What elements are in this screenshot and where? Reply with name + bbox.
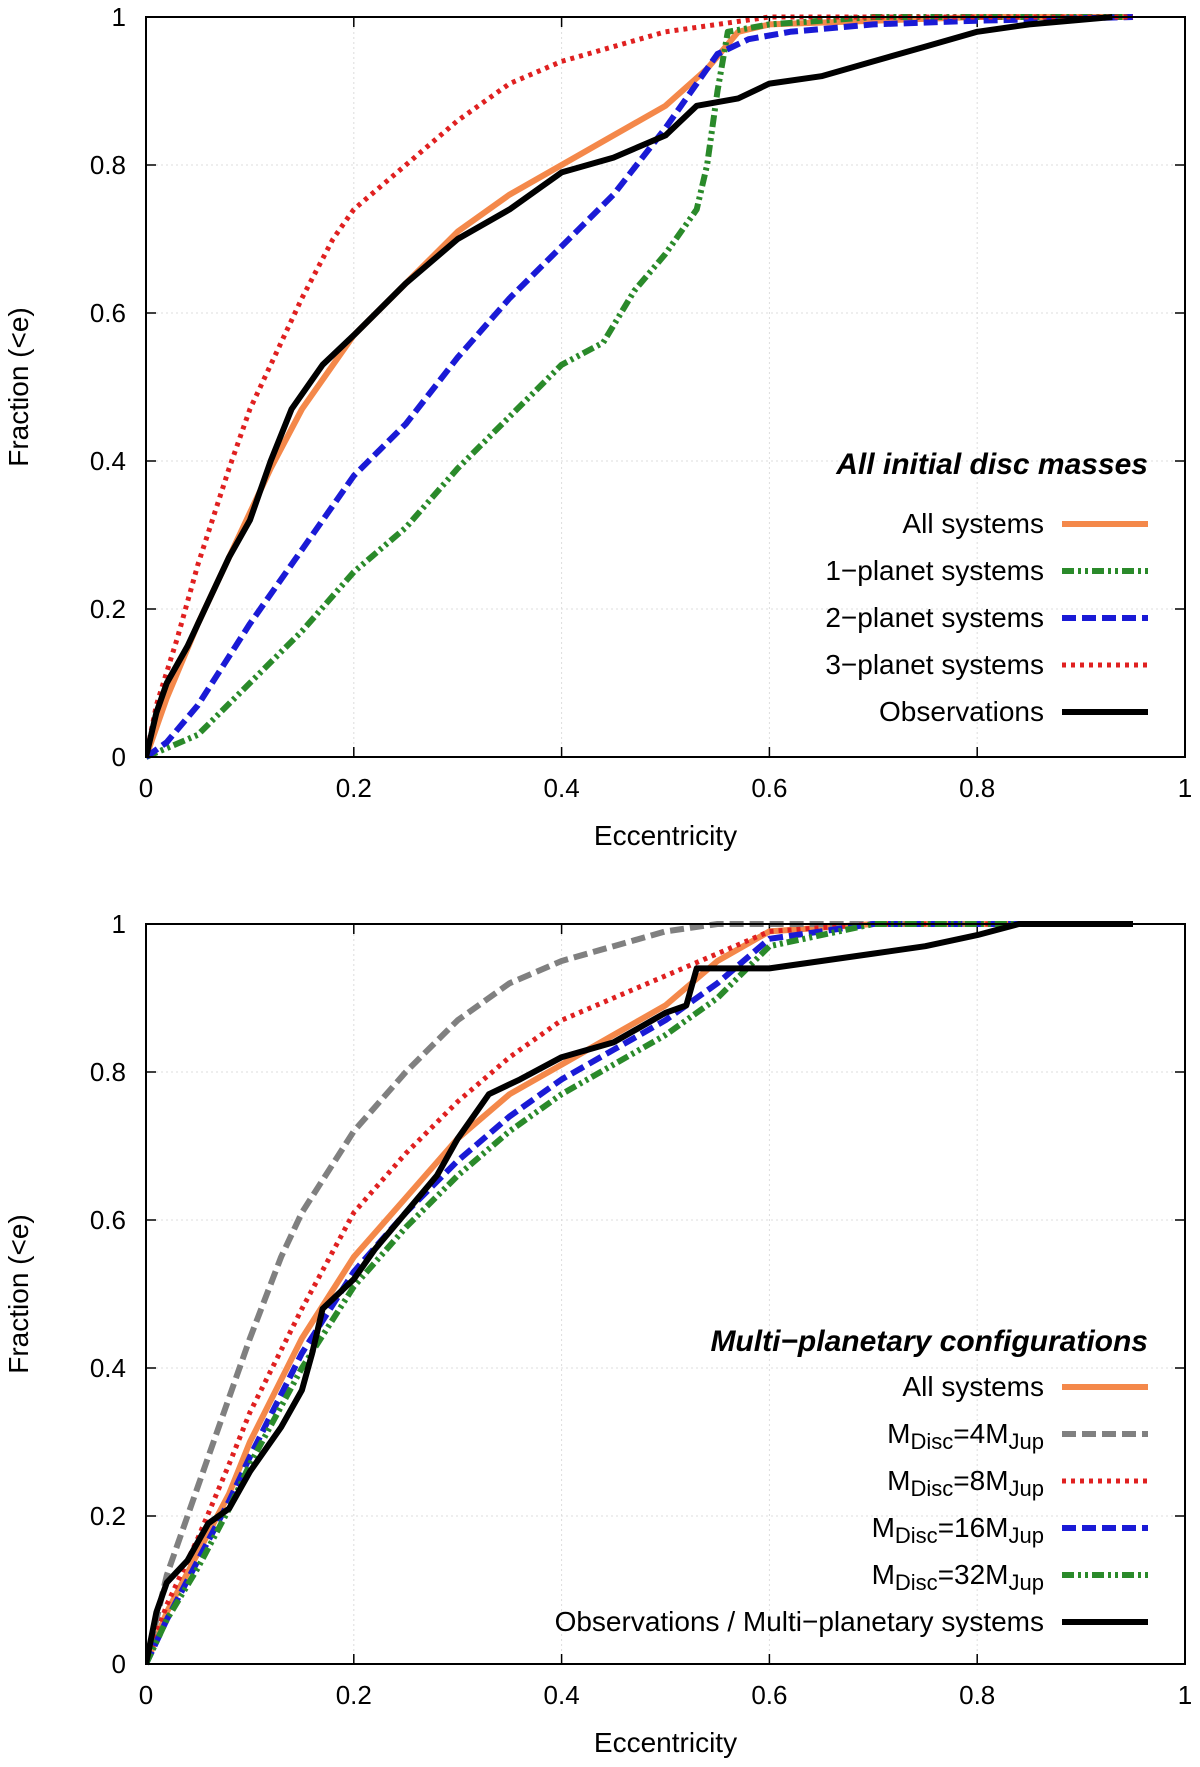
x-tick-label: 0.6: [751, 1680, 787, 1710]
x-tick-label: 0.2: [336, 1680, 372, 1710]
legend-label-4: MDisc=32MJup: [872, 1559, 1044, 1595]
y-tick-label: 0.4: [90, 1353, 126, 1383]
legend-title: All initial disc masses: [835, 448, 1148, 481]
x-tick-label: 0.6: [751, 773, 787, 803]
y-tick-label: 0.2: [90, 1501, 126, 1531]
y-tick-label: 0.4: [90, 446, 126, 476]
series-line-0: [146, 14, 1133, 758]
x-tick-label: 0: [139, 773, 153, 803]
series-line-3: [146, 921, 1133, 1666]
y-axis-title: Fraction (<e): [3, 307, 34, 467]
y-tick-label: 0: [112, 1649, 126, 1679]
x-axis-title: Eccentricity: [594, 820, 737, 851]
series-line-4: [146, 14, 1113, 758]
y-axis-title: Fraction (<e): [3, 1214, 34, 1374]
series-line-1: [146, 921, 1133, 1665]
series-line-1: [146, 14, 1133, 760]
x-tick-label: 0.4: [544, 1680, 580, 1710]
legend-label-5: Observations / Multi−planetary systems: [555, 1606, 1044, 1637]
x-tick-label: 1: [1178, 1680, 1192, 1710]
y-tick-label: 0.6: [90, 1205, 126, 1235]
series-line-4: [146, 921, 1133, 1666]
legend-label-1: MDisc=4MJup: [887, 1418, 1044, 1454]
legend-label-3: MDisc=16MJup: [872, 1512, 1044, 1548]
legend-label-0: All systems: [902, 508, 1044, 539]
bottom-panel-eccentricity-multi-planetary: 00 0.2 0.2 0.4 0.4 0.6 0.6 0.8 0.8 1 1 Eccentricity…: [3, 909, 1192, 1758]
y-tick-label: 1: [112, 2, 126, 32]
series-line-3: [146, 14, 1133, 758]
x-tick-label: 0.8: [959, 1680, 995, 1710]
series-line-2: [146, 921, 1133, 1665]
legend-label-1: 1−planet systems: [825, 555, 1044, 586]
top-panel-eccentricity-all-disc-masses: 00 0.2 0.2 0.4 0.4 0.6 0.6 0.8 0.8 1 1 Eccentricity…: [3, 2, 1192, 851]
y-tick-label: 1: [112, 909, 126, 939]
x-tick-label: 0: [139, 1680, 153, 1710]
legend-label-0: All systems: [902, 1371, 1044, 1402]
y-tick-label: 0.8: [90, 150, 126, 180]
x-tick-label: 0.2: [336, 773, 372, 803]
y-tick-label: 0: [112, 742, 126, 772]
legend-label-2: 2−planet systems: [825, 602, 1044, 633]
series-line-0: [146, 921, 1133, 1666]
legend-label-4: Observations: [879, 696, 1044, 727]
y-tick-label: 0.6: [90, 298, 126, 328]
x-tick-label: 0.4: [544, 773, 580, 803]
series-line-2: [146, 14, 1134, 760]
x-tick-label: 0.8: [959, 773, 995, 803]
series-line-5: [146, 921, 1133, 1665]
y-tick-label: 0.2: [90, 594, 126, 624]
legend-label-2: MDisc=8MJup: [887, 1465, 1044, 1501]
legend-label-3: 3−planet systems: [825, 649, 1044, 680]
y-tick-label: 0.8: [90, 1057, 126, 1087]
legend-title: Multi−planetary configurations: [710, 1325, 1148, 1358]
x-axis-title: Eccentricity: [594, 1727, 737, 1758]
plot-frame: [145, 16, 1186, 758]
x-tick-label: 1: [1178, 773, 1192, 803]
plot-frame: [145, 923, 1186, 1665]
